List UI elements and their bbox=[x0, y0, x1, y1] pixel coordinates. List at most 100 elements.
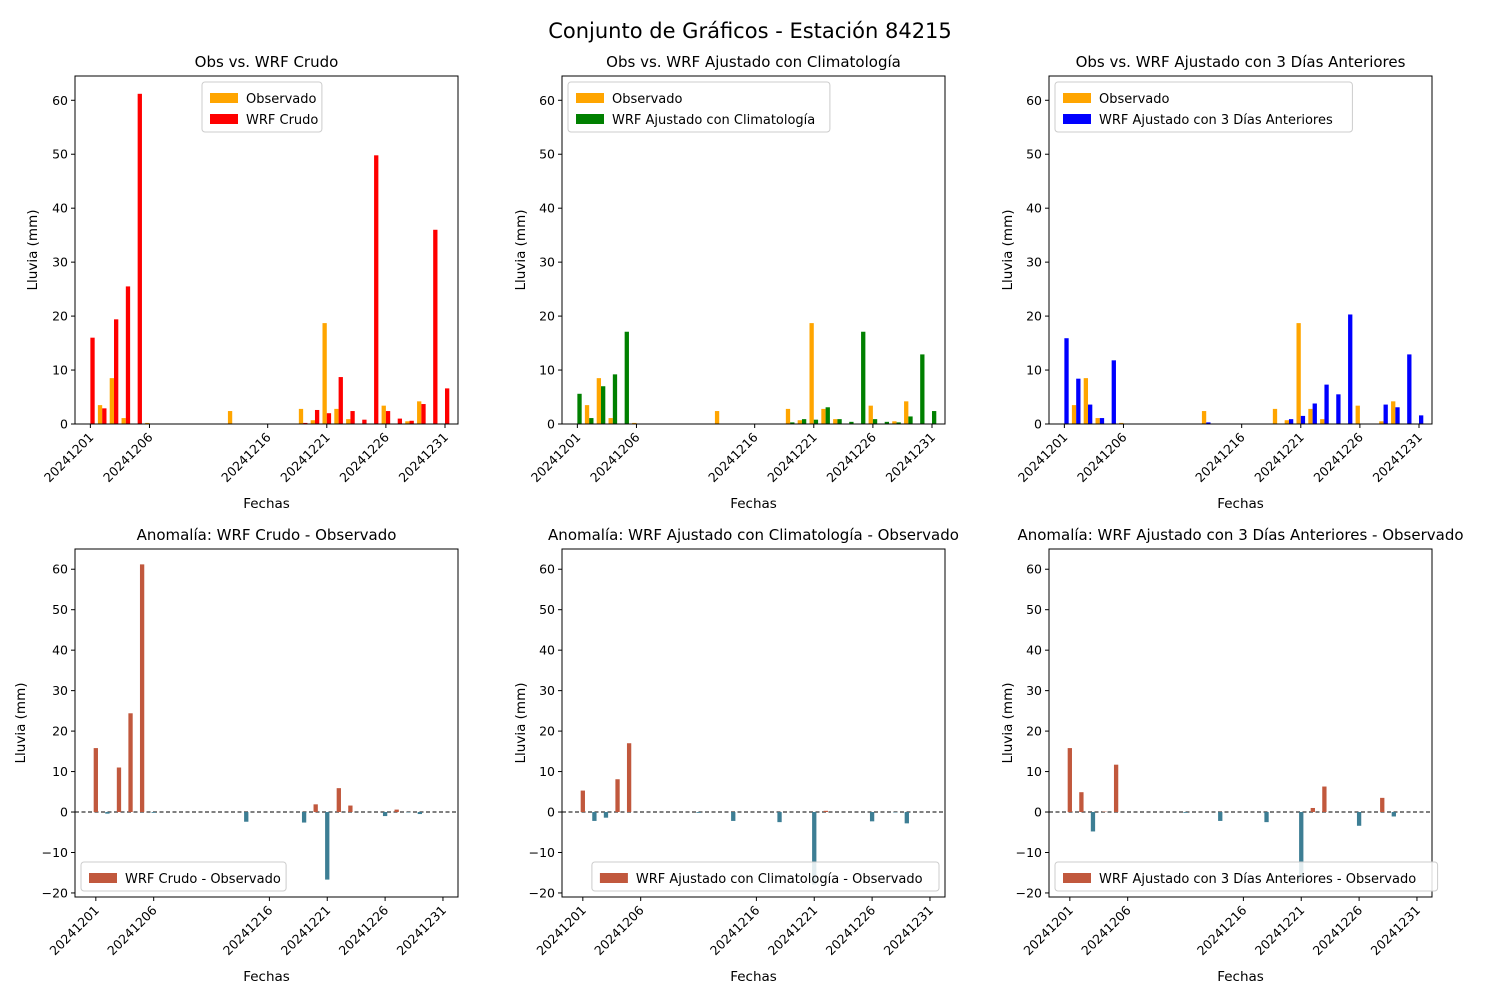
bar-20241204-series-1 bbox=[128, 713, 133, 813]
y-axis-label: Lluvia (mm) bbox=[25, 210, 41, 291]
bar-20241231-series-2 bbox=[1418, 415, 1424, 424]
x-tick-label: 20241206 bbox=[100, 429, 156, 485]
x-tick-label: 20241216 bbox=[1194, 902, 1250, 958]
bar-20241226-series-1 bbox=[381, 405, 386, 424]
axes-frame bbox=[1048, 75, 1433, 425]
y-tick-label: 50 bbox=[52, 147, 68, 162]
bar-20241203-series-2 bbox=[601, 386, 606, 424]
bar-20241222-series-2 bbox=[338, 377, 343, 424]
y-tick-label: 0 bbox=[1034, 417, 1042, 432]
legend-swatch bbox=[576, 93, 604, 103]
bar-20241202-series-1 bbox=[1071, 405, 1077, 424]
bar-20241204-series-1 bbox=[615, 779, 620, 813]
bar-20241213-series-1 bbox=[714, 411, 720, 424]
x-tick-label: 20241231 bbox=[1367, 903, 1423, 959]
y-tick-label: 20 bbox=[52, 724, 68, 739]
subplot-title: Obs vs. WRF Ajustado con 3 Días Anterior… bbox=[1076, 53, 1406, 71]
y-tick-label: 40 bbox=[539, 643, 555, 658]
bar-20241229-series-1 bbox=[417, 401, 422, 424]
subplot-2: Obs vs. WRF Ajustado con Climatología 0 10… bbox=[513, 53, 946, 512]
bar-20241222-series-1 bbox=[1308, 408, 1313, 424]
y-tick-label: −20 bbox=[1016, 885, 1042, 900]
bar-20241226-series-1 bbox=[868, 405, 873, 424]
bar-20241221-series-1 bbox=[1299, 812, 1304, 882]
bars bbox=[580, 743, 909, 885]
bar-20241230-series-2 bbox=[920, 354, 925, 424]
bar-20241223-series-1 bbox=[1322, 786, 1327, 813]
x-tick-label: 20241216 bbox=[220, 902, 276, 958]
y-axis-label: Lluvia (mm) bbox=[1000, 683, 1016, 764]
bar-20241205-series-1 bbox=[626, 743, 632, 813]
y-tick-label: 50 bbox=[1026, 147, 1042, 162]
x-tick-label: 20241231 bbox=[1370, 430, 1426, 486]
bar-20241202-series-1 bbox=[97, 405, 103, 424]
x-axis-label: Fechas bbox=[730, 969, 777, 985]
bar-20241201-series-1 bbox=[93, 748, 98, 813]
bar-20241213-series-2 bbox=[1206, 422, 1211, 424]
y-tick-label: 60 bbox=[52, 93, 68, 108]
bar-20241205-series-2 bbox=[1111, 360, 1116, 424]
bar-20241219-series-1 bbox=[298, 408, 304, 424]
subplot-title: Obs vs. WRF Ajustado con Climatología bbox=[606, 53, 901, 71]
bar-20241220-series-2 bbox=[1288, 419, 1294, 424]
y-tick-label: −20 bbox=[529, 885, 555, 900]
bar-20241206-series-1 bbox=[632, 422, 637, 424]
bar-20241204-series-1 bbox=[608, 418, 613, 424]
bar-20241224-series-2 bbox=[1336, 394, 1341, 424]
bar-20241202-series-1 bbox=[592, 812, 597, 821]
y-tick-label: 0 bbox=[1034, 805, 1042, 820]
y-tick-label: −10 bbox=[529, 845, 555, 860]
y-tick-label: 30 bbox=[539, 255, 555, 270]
bar-20241206-series-1 bbox=[151, 812, 156, 813]
y-tick-label: 30 bbox=[539, 683, 555, 698]
bar-20241228-series-1 bbox=[405, 421, 410, 424]
bar-20241201-series-2 bbox=[1064, 338, 1069, 424]
bar-20241221-series-1 bbox=[1296, 323, 1301, 424]
bar-20241204-series-1 bbox=[121, 418, 126, 424]
x-axis-label: Fechas bbox=[243, 496, 290, 512]
y-tick-label: 60 bbox=[539, 562, 555, 577]
legend-swatch bbox=[1063, 114, 1091, 124]
bar-20241221-series-2 bbox=[326, 413, 332, 424]
bar-20241221-series-1 bbox=[325, 812, 330, 880]
bar-20241229-series-1 bbox=[417, 812, 422, 815]
legend-swatch bbox=[210, 93, 238, 103]
bar-20241218-series-1 bbox=[1264, 812, 1269, 823]
y-tick-label: 0 bbox=[60, 417, 68, 432]
y-tick-label: 10 bbox=[539, 764, 555, 779]
legend-label: WRF Crudo - Observado bbox=[125, 872, 281, 887]
subplot-4: Anomalía: WRF Crudo - Observado −20 −10 0 10… bbox=[13, 526, 459, 985]
bar-20241205-series-2 bbox=[137, 93, 142, 424]
x-tick-label: 20241231 bbox=[883, 430, 939, 486]
bar-20241220-series-2 bbox=[314, 409, 320, 424]
x-tick-label: 20241216 bbox=[1192, 429, 1248, 485]
bar-20241203-series-2 bbox=[114, 319, 119, 424]
y-axis-label: Lluvia (mm) bbox=[513, 210, 529, 291]
x-tick-label: 20241231 bbox=[880, 903, 936, 959]
legend: Observado WRF Ajustado con 3 Días Anterio… bbox=[1054, 81, 1353, 133]
y-tick-label: 10 bbox=[1026, 363, 1042, 378]
x-axis-label: Fechas bbox=[1217, 969, 1264, 985]
bar-20241204-series-2 bbox=[1099, 418, 1105, 424]
bar-20241202-series-2 bbox=[102, 408, 107, 424]
bar-20241201-series-2 bbox=[577, 393, 582, 424]
subplot-title: Anomalía: WRF Ajustado con Climatología … bbox=[548, 526, 959, 544]
y-tick-label: −10 bbox=[42, 845, 68, 860]
bar-20241220-series-2 bbox=[801, 419, 807, 424]
legend-box bbox=[591, 861, 940, 892]
y-tick-label: 20 bbox=[1026, 724, 1042, 739]
bar-20241227-series-1 bbox=[394, 809, 399, 813]
bar-20241203-series-1 bbox=[596, 378, 602, 424]
bar-20241225-series-2 bbox=[861, 331, 866, 424]
x-tick-label: 20241231 bbox=[393, 903, 449, 959]
x-tick-label: 20241221 bbox=[764, 430, 820, 486]
bar-20241231-series-2 bbox=[931, 411, 937, 424]
y-tick-label: 0 bbox=[547, 417, 555, 432]
y-tick-label: 20 bbox=[52, 309, 68, 324]
legend-label: WRF Ajustado con 3 Días Anteriores - Obs… bbox=[1099, 872, 1416, 887]
bar-20241228-series-1 bbox=[892, 421, 897, 424]
legend: WRF Crudo - Observado bbox=[80, 861, 287, 892]
bar-20241202-series-1 bbox=[1079, 792, 1084, 813]
bar-20241229-series-1 bbox=[1391, 812, 1396, 817]
bar-20241219-series-1 bbox=[301, 812, 307, 823]
